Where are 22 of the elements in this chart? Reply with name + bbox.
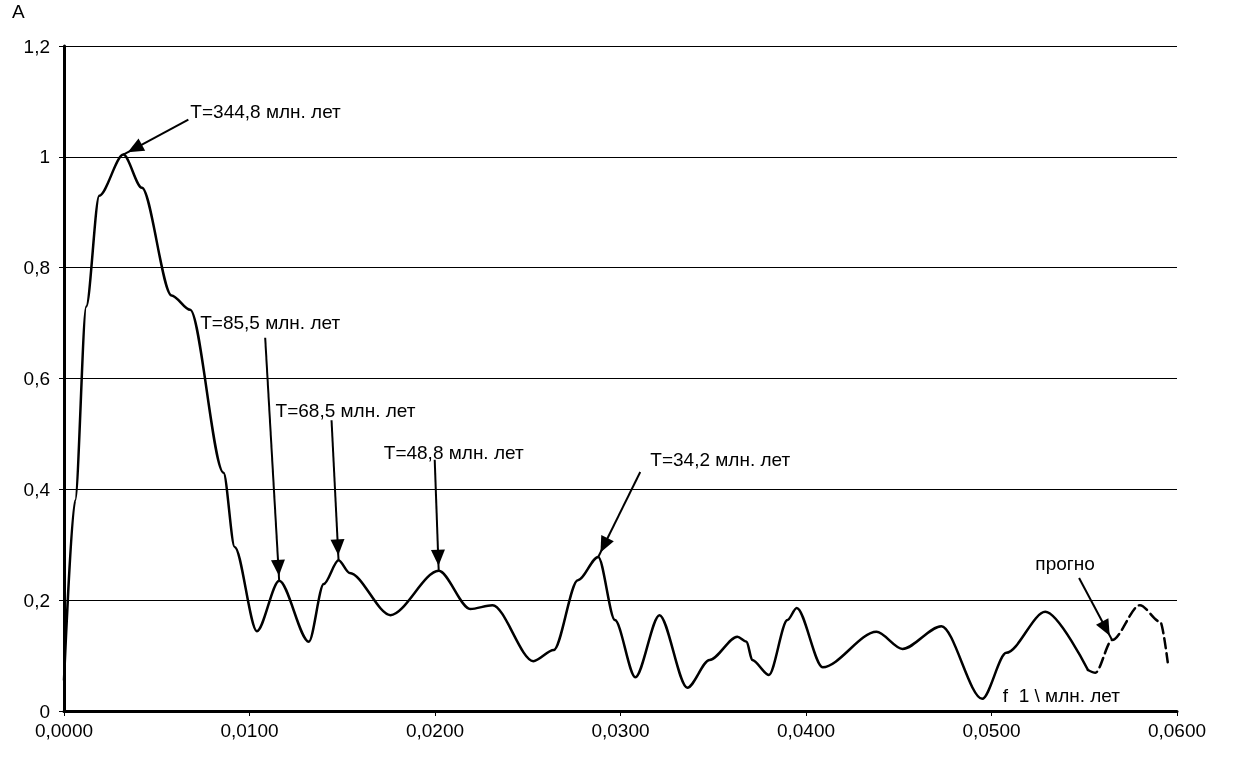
annotation: T=48,8 млн. лет [383,442,524,464]
x-tick-label: 0,0500 [962,720,1021,741]
y-tick-label: 0,6 [23,368,50,389]
annotation: T=344,8 млн. лет [190,101,342,123]
annotation: T=68,5 млн. лет [275,399,416,421]
x-axis-title: f 1 \ млн. лет [1002,685,1121,706]
x-tick-label: 0,0600 [1147,720,1207,741]
y-tick-label: 1 [39,146,50,168]
annotation: прогно [1035,552,1095,574]
y-axis-title: А [12,1,25,22]
annotation: T=85,5 млн. лет [200,312,341,334]
annotation: T=34,2 млн. лет [650,449,791,471]
x-tick-label: 0,0300 [591,720,650,741]
y-tick-label: 1,2 [23,35,50,57]
x-tick-label: 0,0100 [220,720,279,741]
y-tick-label: 0,4 [23,478,51,500]
x-tick-label: 0,0200 [405,720,465,741]
x-tick-label: 0,0400 [776,720,836,741]
y-tick-label: 0 [39,700,50,722]
y-tick-label: 0,2 [23,589,50,611]
x-tick-label: 0,0000 [34,720,94,741]
y-tick-label: 0,8 [23,257,50,279]
